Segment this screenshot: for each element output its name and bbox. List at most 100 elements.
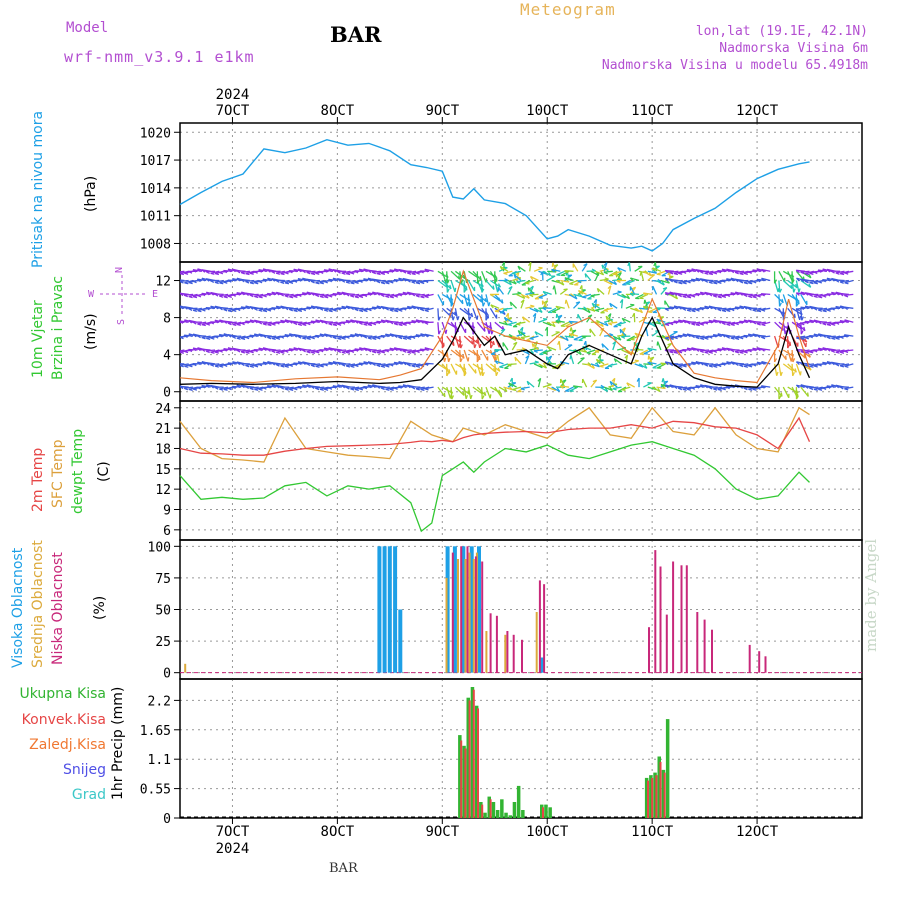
wind-arrow-head: [609, 381, 613, 386]
wind-arrow-head: [372, 337, 377, 341]
x-bottom-label: 11OCT: [631, 824, 674, 840]
wind-arrow-head: [284, 319, 289, 324]
wind-arrow: [831, 335, 841, 339]
wind-arrow-head: [284, 388, 289, 391]
wind-arrow-head: [817, 321, 822, 325]
wind-arrow-head: [346, 272, 351, 276]
wind-arrow: [533, 349, 543, 352]
wind-arrow: [796, 335, 806, 339]
wind-arrow-head: [267, 277, 271, 282]
wind-arrow-head: [840, 351, 845, 354]
wind-arrow: [595, 270, 604, 276]
wind-arrow-head: [804, 280, 809, 284]
wind-arrow-head: [488, 302, 491, 307]
wind-arrow: [596, 358, 605, 365]
wind-arrow: [691, 293, 701, 297]
wind-arrow-head: [380, 294, 385, 298]
wind-arrow-head: [301, 361, 306, 365]
wind-arrow-head: [249, 272, 254, 275]
wind-arrow-head: [739, 320, 744, 325]
high-cloud-bar: [382, 546, 387, 673]
wind-arrow-head: [319, 282, 324, 285]
wind-arrow: [420, 307, 430, 310]
wind-arrow: [529, 262, 532, 272]
wind-arrow-head: [761, 323, 766, 327]
wind-arrow-head: [555, 305, 560, 310]
total-precip-bar: [474, 705, 479, 818]
wind-arrow-head: [626, 294, 631, 300]
wind-arrow-head: [482, 371, 485, 377]
wind-arrow-head: [801, 316, 804, 321]
total-precip-bar: [661, 769, 666, 818]
wind-arrow: [713, 386, 723, 390]
wind-arrow: [359, 307, 369, 312]
total-precip-bar: [466, 697, 470, 818]
wind-arrow-head: [704, 279, 709, 283]
wind-ylabel-2: Brzina i Pravac: [50, 276, 66, 380]
wind-arrow-head: [534, 331, 538, 336]
wind-arrow: [530, 275, 539, 282]
wind-arrow-head: [462, 391, 465, 396]
wind-arrow-head: [262, 323, 267, 326]
wind-speed-line: [179, 316, 811, 388]
wind-arrow: [686, 307, 697, 311]
wind-arrow-head: [542, 291, 547, 295]
wind-arrow-head: [262, 386, 267, 390]
wind-arrow-head: [201, 384, 206, 389]
wind-arrow-head: [345, 281, 351, 284]
wind-arrow: [546, 321, 556, 328]
wind-arrow-head: [462, 274, 466, 279]
wind-arrow-head: [557, 340, 560, 346]
wind-arrow-head: [652, 322, 657, 328]
wind-arrow: [345, 363, 356, 367]
wind-arrow: [529, 307, 539, 313]
wind-arrow-head: [609, 386, 613, 391]
wind-arrow-head: [695, 323, 700, 327]
wind-arrow-head: [756, 294, 761, 298]
wind-arrow-head: [760, 348, 765, 352]
wind-arrow-head: [501, 299, 504, 304]
wind-arrow-head: [354, 333, 359, 338]
wind-arrow-head: [686, 280, 691, 284]
wind-arrow-head: [813, 295, 818, 299]
wind-arrow: [835, 279, 845, 282]
wind-arrow: [647, 270, 657, 274]
watermark: made by Angel: [862, 538, 880, 652]
wind-arrow-head: [630, 303, 635, 306]
wind-arrow-head: [839, 336, 844, 339]
wind-arrow: [730, 335, 740, 339]
wind-arrow-head: [367, 384, 372, 389]
wind-arrow-head: [798, 288, 801, 293]
wind-arrow-head: [591, 268, 596, 272]
wind-arrow-head: [809, 272, 814, 276]
wind-arrow-head: [467, 357, 470, 362]
wind-arrow: [520, 327, 524, 337]
low-cloud-bar: [672, 561, 675, 673]
wind-arrow-head: [407, 351, 412, 354]
wind-arrow-head: [196, 335, 201, 339]
low-cloud-bar: [521, 639, 523, 673]
wind-arrow-head: [288, 320, 293, 324]
wind-arrow: [275, 270, 286, 274]
wind-arrow-head: [398, 348, 402, 352]
wind-arrow-head: [306, 306, 311, 310]
wind-arrow-head: [460, 344, 463, 349]
ytick-label: 1.1: [148, 753, 171, 768]
wind-arrow-head: [673, 351, 679, 354]
model-elevation-info: Nadmorska Visina u modelu 65.4918m: [601, 58, 868, 73]
wind-arrow: [328, 386, 338, 389]
wind-arrow-head: [579, 285, 583, 290]
wind-arrow: [472, 293, 483, 303]
wind-arrow-head: [809, 387, 814, 391]
wind-arrow-head: [494, 279, 498, 284]
wind-arrow-head: [411, 336, 416, 339]
wind-arrow: [280, 293, 290, 296]
wind-arrow-head: [459, 358, 463, 363]
wind-arrow: [634, 348, 644, 351]
wind-arrow-head: [826, 336, 831, 340]
wind-arrow-head: [505, 312, 509, 318]
wind-arrow: [188, 386, 198, 391]
wind-arrow: [734, 270, 745, 273]
wind-arrow-head: [808, 273, 812, 279]
